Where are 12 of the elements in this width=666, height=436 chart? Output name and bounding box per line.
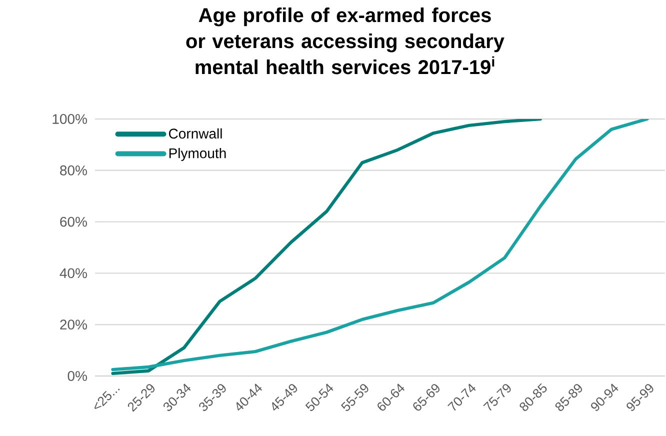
line-series	[111, 118, 649, 372]
y-tick-label: 40%	[60, 268, 87, 278]
y-tick-label: 20%	[60, 320, 87, 330]
legend-label: Cornwall	[169, 128, 222, 139]
line-series	[111, 118, 542, 376]
legend-label: Plymouth	[169, 148, 226, 161]
x-tick-label: <25...	[94, 388, 120, 410]
y-tick-label: 100%	[52, 114, 87, 124]
chart-title: Age profile of ex-armed forces or veterans accessing secondary mental health services 2017-19$^{i}$	[186, 8, 504, 74]
y-tick-label: 80%	[60, 165, 87, 176]
y-tick-label: 0%	[68, 371, 87, 381]
y-tick-label: 60%	[60, 216, 87, 227]
